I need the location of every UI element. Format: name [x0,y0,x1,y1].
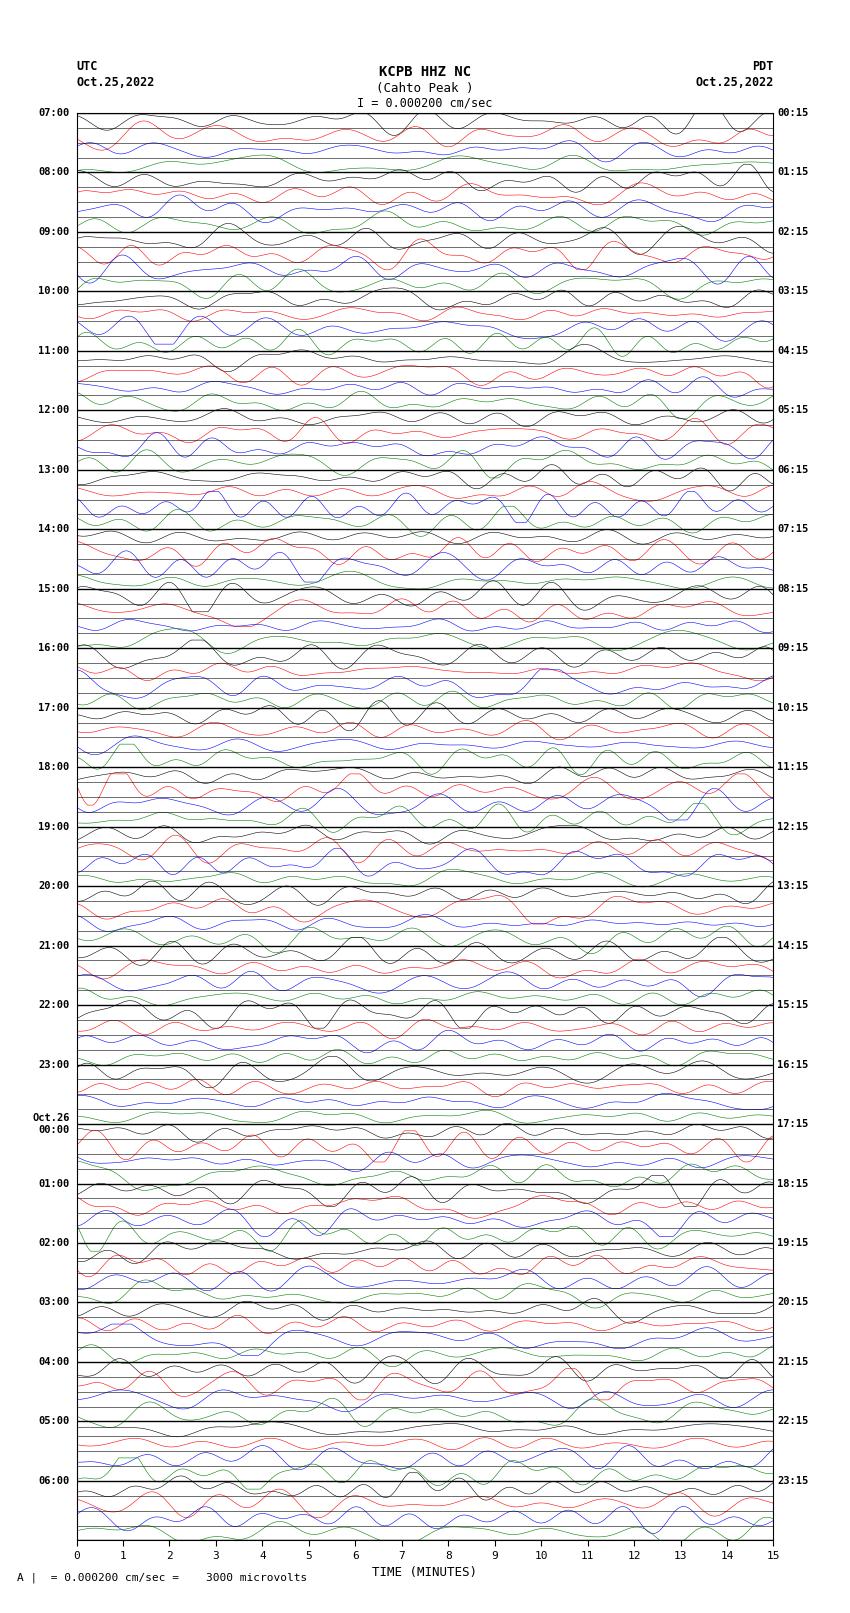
Text: 12:00: 12:00 [38,405,70,415]
Text: 03:00: 03:00 [38,1297,70,1308]
Text: (Cahto Peak ): (Cahto Peak ) [377,82,473,95]
Text: 13:00: 13:00 [38,465,70,474]
Text: 06:00: 06:00 [38,1476,70,1486]
Text: 17:00: 17:00 [38,703,70,713]
Text: 15:00: 15:00 [38,584,70,594]
Text: 20:00: 20:00 [38,881,70,890]
Text: 16:00: 16:00 [38,644,70,653]
Text: KCPB HHZ NC: KCPB HHZ NC [379,65,471,79]
Text: 22:15: 22:15 [777,1416,808,1426]
Text: 14:15: 14:15 [777,940,808,950]
Text: 15:15: 15:15 [777,1000,808,1010]
Text: 08:00: 08:00 [38,168,70,177]
Text: 11:15: 11:15 [777,763,808,773]
Text: Oct.25,2022: Oct.25,2022 [76,76,155,89]
Text: 09:15: 09:15 [777,644,808,653]
Text: 14:00: 14:00 [38,524,70,534]
Text: 18:15: 18:15 [777,1179,808,1189]
Text: 06:15: 06:15 [777,465,808,474]
Text: A |  = 0.000200 cm/sec =    3000 microvolts: A | = 0.000200 cm/sec = 3000 microvolts [17,1573,307,1582]
Text: 10:00: 10:00 [38,287,70,297]
Text: 17:15: 17:15 [777,1119,808,1129]
Text: UTC: UTC [76,60,98,73]
Text: I = 0.000200 cm/sec: I = 0.000200 cm/sec [357,97,493,110]
Text: 19:00: 19:00 [38,821,70,832]
Text: 00:15: 00:15 [777,108,808,118]
Text: 23:15: 23:15 [777,1476,808,1486]
Text: 21:15: 21:15 [777,1357,808,1366]
Text: 01:15: 01:15 [777,168,808,177]
Text: Oct.26
00:00: Oct.26 00:00 [32,1113,70,1136]
Text: 11:00: 11:00 [38,345,70,356]
Text: 09:00: 09:00 [38,227,70,237]
Text: 08:15: 08:15 [777,584,808,594]
Text: 07:00: 07:00 [38,108,70,118]
Text: 01:00: 01:00 [38,1179,70,1189]
Text: 05:00: 05:00 [38,1416,70,1426]
Text: 07:15: 07:15 [777,524,808,534]
Text: PDT: PDT [752,60,774,73]
Text: 18:00: 18:00 [38,763,70,773]
Text: 10:15: 10:15 [777,703,808,713]
Text: 22:00: 22:00 [38,1000,70,1010]
Text: 20:15: 20:15 [777,1297,808,1308]
Text: 13:15: 13:15 [777,881,808,890]
Text: 02:15: 02:15 [777,227,808,237]
Text: 23:00: 23:00 [38,1060,70,1069]
Text: 04:00: 04:00 [38,1357,70,1366]
Text: Oct.25,2022: Oct.25,2022 [695,76,774,89]
Text: 05:15: 05:15 [777,405,808,415]
Text: 21:00: 21:00 [38,940,70,950]
Text: 16:15: 16:15 [777,1060,808,1069]
Text: 02:00: 02:00 [38,1239,70,1248]
Text: 19:15: 19:15 [777,1239,808,1248]
Text: 12:15: 12:15 [777,821,808,832]
Text: 04:15: 04:15 [777,345,808,356]
X-axis label: TIME (MINUTES): TIME (MINUTES) [372,1566,478,1579]
Text: 03:15: 03:15 [777,287,808,297]
